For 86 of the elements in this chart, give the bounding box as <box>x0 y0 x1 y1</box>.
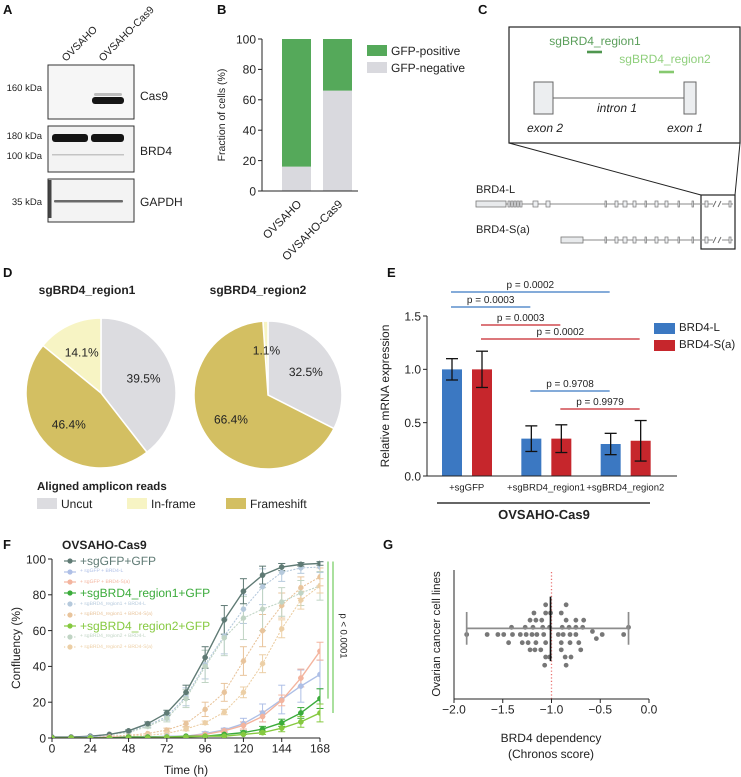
annotation: p = 0.9708 <box>546 379 594 390</box>
category-label: Cas9 <box>140 89 168 103</box>
text: A <box>3 2 13 17</box>
slice-label: sgBRD4_region2 <box>210 283 307 297</box>
text: B <box>217 2 226 17</box>
text: p = 0.0002 <box>506 280 555 291</box>
text: D <box>3 265 12 280</box>
x-tick-label: +sgBRD4_region1 <box>507 482 585 494</box>
y-tick-label: 0 <box>249 184 256 198</box>
y-tick-label: 0 <box>39 731 46 746</box>
y-tick-label: 0.0 <box>404 469 422 484</box>
y-axis-title: Relative mRNA expression <box>378 324 392 468</box>
category-label: GAPDH <box>140 195 183 209</box>
category-label: BRD4-L <box>476 184 516 196</box>
annotation: p = 0.0003 <box>496 313 545 324</box>
legend-label: +sgBRD4_region2+GFP <box>80 618 210 633</box>
legend-label: +sgBRD4_region1+GFP <box>80 586 210 600</box>
legend-label: In-frame <box>151 496 196 510</box>
data-label: 32.5% <box>288 364 324 379</box>
legend-label: GFP-negative <box>391 60 466 74</box>
y-tick-label: 100 <box>26 552 46 566</box>
data-label: 14.1% <box>64 345 100 360</box>
legend-label: Frameshift <box>250 496 307 510</box>
y-tick-label: 20 <box>242 154 256 168</box>
y-axis-title: Confluency (%) <box>9 606 23 690</box>
chart-title: OVSAHO-Cas9 <box>62 538 148 552</box>
data-label: 66.4% <box>214 412 248 426</box>
legend-label: GFP-positive <box>391 44 460 58</box>
y-tick-label: 80 <box>242 62 256 77</box>
y-tick-label: 1.0 <box>404 362 422 377</box>
x-tick-label: −0.5 <box>588 702 612 717</box>
text: exon 1 <box>666 121 704 135</box>
x-tick-label: 168 <box>310 742 330 756</box>
y-tick-label: 60 <box>32 624 46 638</box>
text: F <box>3 537 11 552</box>
category-label: BRD4 <box>140 144 172 158</box>
y-tick-label: 40 <box>242 123 256 138</box>
y-axis-title: Fraction of cells (%) <box>216 68 228 162</box>
x-tick-label: 48 <box>122 742 136 756</box>
text: intron 1 <box>596 101 638 115</box>
y-tick-label: 80 <box>32 588 46 602</box>
y-tick-label: 1.5 <box>404 309 422 324</box>
text: C <box>478 2 488 17</box>
y-tick-label: 100 <box>236 32 256 46</box>
text: exon 2 <box>526 121 564 135</box>
data-label: 46.4% <box>52 417 86 432</box>
text: 160 kDa <box>6 83 43 94</box>
legend-title: Aligned amplicon reads <box>37 480 168 495</box>
y-tick-label: 0.5 <box>404 416 422 430</box>
x-axis-title: OVSAHO-Cas9 <box>498 507 590 522</box>
y-axis-title: Ovarian cancer cell lines <box>431 571 443 697</box>
text: sgBRD4_region2 <box>619 52 712 66</box>
category-label: BRD4-S(a) <box>476 224 530 236</box>
text: sgBRD4_region1 <box>549 34 642 48</box>
x-tick-label: 0 <box>48 742 56 756</box>
x-tick-label: 24 <box>84 742 98 756</box>
x-tick-label: +sgBRD4_region2 <box>586 482 664 494</box>
x-tick-label: +sgGFP <box>449 482 484 494</box>
x-tick-label: −1.5 <box>490 702 515 717</box>
y-tick-label: 60 <box>242 93 256 108</box>
x-tick-label: 120 <box>233 742 254 756</box>
x-tick-label: −2.0 <box>442 702 466 717</box>
x-tick-label: 96 <box>198 742 212 756</box>
text: p = 0.0003 <box>466 295 515 306</box>
text: p < 0.0001 <box>338 613 348 659</box>
text: 35 kDa <box>12 197 43 208</box>
slice-label: sgBRD4_region1 <box>38 283 136 297</box>
x-tick-label: 144 <box>272 742 292 756</box>
x-axis-title: BRD4 dependency (Chronos score) <box>500 731 602 761</box>
y-tick-label: 20 <box>32 695 46 710</box>
data-label: 39.5% <box>126 371 161 386</box>
annotation: p = 0.0002 <box>536 327 585 338</box>
y-tick-label: 40 <box>32 660 46 674</box>
legend-label: BRD4-S(a) <box>679 338 736 352</box>
x-tick-label: 72 <box>160 742 174 756</box>
x-tick-label: −1.0 <box>540 702 564 717</box>
annotation: p = 0.9979 <box>576 397 624 408</box>
legend-label: +sgGFP+GFP <box>80 554 156 568</box>
legend-label: Uncut <box>61 496 92 510</box>
text: 180 kDa <box>6 131 43 142</box>
x-axis-title: Time (h) <box>164 763 208 777</box>
text: 100 kDa <box>6 151 43 162</box>
text: G <box>383 537 394 552</box>
x-tick-label: 0.0 <box>640 702 658 717</box>
legend-label: BRD4-L <box>679 322 720 334</box>
text: E <box>387 265 396 280</box>
